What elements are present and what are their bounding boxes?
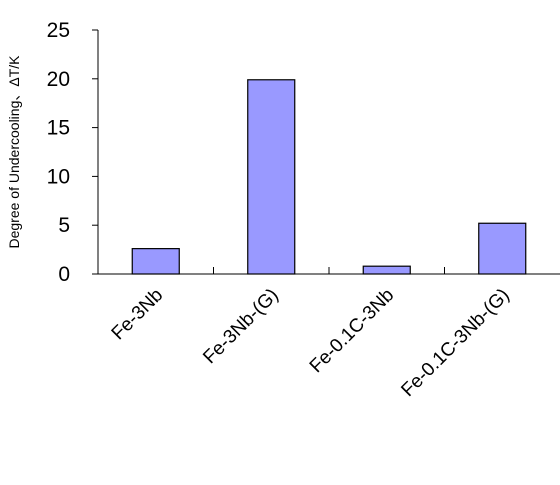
bar-2 [247, 79, 296, 275]
x-tick-label-1: Fe-3Nb [108, 285, 168, 345]
y-tick-label-15: 15 [47, 117, 70, 140]
bar-3 [362, 265, 411, 275]
y-axis-label: Degree of Undercooling、ΔT/K [6, 55, 22, 249]
y-tick-label-25: 25 [47, 19, 70, 42]
bar-4 [478, 222, 527, 275]
bar-1 [131, 248, 180, 275]
y-tick-label-5: 5 [58, 214, 70, 237]
x-tick-label-2: Fe-3Nb-(G) [199, 285, 283, 369]
x-tick-label-4: Fe-0.1C-3Nb-(G) [397, 285, 513, 401]
x-axis-ticks [213, 267, 445, 274]
bars [131, 79, 527, 275]
y-tick-label-20: 20 [47, 68, 70, 91]
y-tick-label-10: 10 [47, 165, 70, 188]
x-axis-tick-labels: Fe-3Nb Fe-3Nb-(G) Fe-0.1C-3Nb Fe-0.1C-3Nb-(… [108, 285, 514, 401]
y-axis-ticks [92, 29, 98, 275]
x-tick-label-3: Fe-0.1C-3Nb [306, 285, 399, 378]
y-axis-tick-labels: 0 5 10 15 20 25 [47, 19, 70, 286]
y-tick-label-0: 0 [58, 263, 70, 286]
